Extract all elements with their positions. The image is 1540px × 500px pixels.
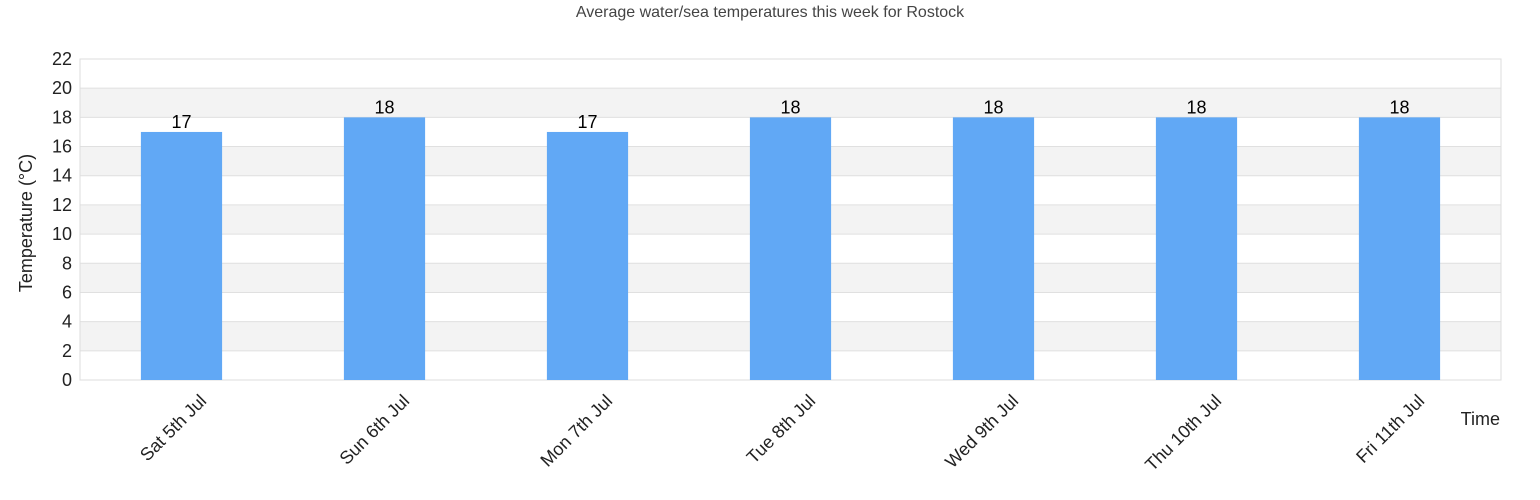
bar [1358,117,1441,380]
data-label: 18 [780,97,800,117]
x-tick-label: Fri 11th Jul [1352,391,1428,467]
bar [952,117,1035,380]
bar-labels: 17 18 17 18 18 18 18 [171,97,1409,132]
bar [140,131,223,380]
data-label: 18 [983,97,1003,117]
bar [749,117,832,380]
x-tick-label: Thu 10th Jul [1141,391,1225,475]
x-axis-label: Time [1461,409,1500,429]
chart-title: Average water/sea temperatures this week… [576,4,965,21]
y-axis-ticks: 0 2 4 6 8 10 12 14 16 18 20 22 [52,49,72,390]
y-tick-label: 12 [52,195,72,215]
data-label: 18 [1389,97,1409,117]
y-tick-label: 16 [52,137,72,157]
y-axis-label: Temperature (°C) [16,154,36,292]
bar [343,117,426,380]
data-label: 18 [1186,97,1206,117]
x-tick-label: Mon 7th Jul [536,391,616,471]
y-tick-label: 14 [52,166,72,186]
bars [140,117,1441,380]
y-tick-label: 10 [52,224,72,244]
y-tick-label: 22 [52,49,72,69]
x-tick-label: Sun 6th Jul [336,391,414,469]
y-tick-label: 18 [52,107,72,127]
data-label: 18 [374,97,394,117]
x-tick-label: Tue 8th Jul [743,391,820,468]
y-tick-label: 20 [52,78,72,98]
data-label: 17 [171,112,191,132]
bar [546,131,629,380]
x-tick-label: Wed 9th Jul [941,391,1022,472]
y-tick-label: 8 [62,253,72,273]
data-label: 17 [577,112,597,132]
bar [1155,117,1238,380]
y-tick-label: 4 [62,312,72,332]
y-tick-label: 2 [62,341,72,361]
y-tick-label: 6 [62,282,72,302]
x-axis-ticks: Sat 5th Jul Sun 6th Jul Mon 7th Jul Tue 8th… [136,391,1428,475]
y-tick-label: 0 [62,370,72,390]
grid-band [80,88,1501,118]
x-tick-label: Sat 5th Jul [136,391,210,465]
